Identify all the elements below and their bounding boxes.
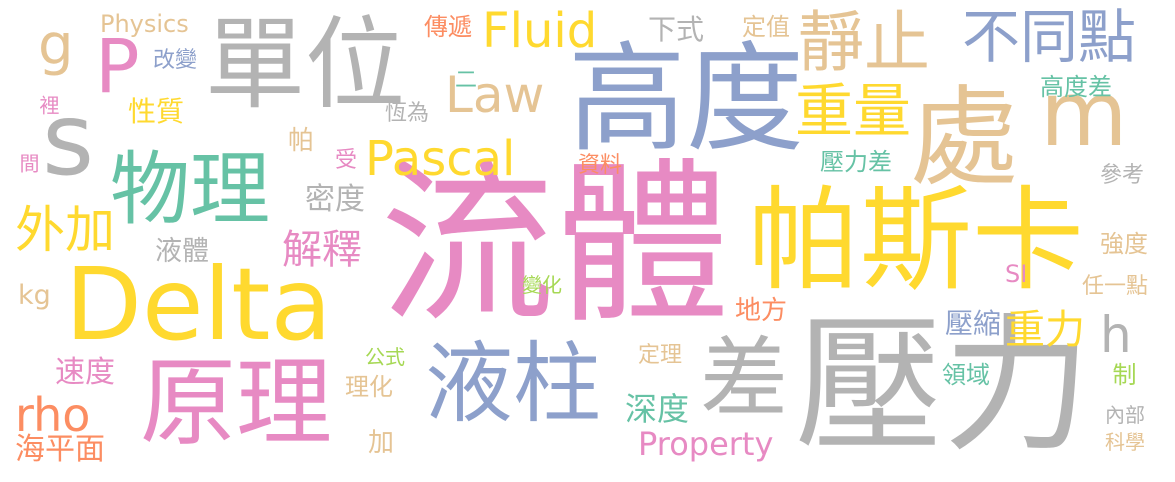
word-jieshi: 解釋 (282, 227, 362, 273)
word-xingzhi: 性質 (128, 95, 185, 128)
word-li: 裡 (36, 95, 60, 115)
word-jia: 加 (368, 428, 395, 458)
word-zhongliang: 重量 (795, 77, 912, 145)
word-gaoducha: 高度差 (1040, 73, 1112, 101)
word-chuandi: 傳遞 (424, 13, 472, 41)
word-bianhua: 變化 (522, 273, 562, 297)
word-lihua: 理化 (345, 373, 393, 401)
word-dingli: 定理 (638, 343, 683, 368)
word-SI: SI (1005, 260, 1028, 288)
word-h: h (1100, 306, 1132, 364)
word-qiangdu: 強度 (1100, 230, 1148, 258)
word-s: s (42, 81, 95, 198)
word-gaibian: 改變 (153, 48, 198, 73)
word-chu: 處 (910, 76, 1019, 201)
word-butongdian: 不同點 (962, 3, 1137, 71)
word-kexue: 科學 (1105, 430, 1145, 454)
word-xiashi: 下式 (648, 13, 705, 46)
word-liuti: 流體 (380, 144, 730, 347)
word-midu: 密度 (305, 182, 365, 217)
word-fluid: Fluid (482, 3, 598, 59)
word-lingyu: 領域 (942, 361, 990, 389)
word-jingzhi: 靜止 (798, 4, 930, 81)
word-shou: 受 (335, 148, 358, 173)
word-hengwei: 恆為 (385, 101, 430, 126)
word-yasuo: 壓縮 (945, 307, 1002, 340)
word-yuanli: 原理 (140, 347, 332, 459)
word-gongshi: 公式 (365, 345, 405, 369)
word-waijia: 外加 (15, 201, 115, 259)
word-P: P (95, 24, 140, 110)
word-ziliao: 資料 (578, 153, 623, 178)
word-danwei: 單位 (205, 6, 405, 123)
word-difang: 地方 (735, 296, 788, 326)
word-zhi: 制 (1108, 362, 1136, 386)
word-property: Property (638, 425, 774, 463)
word-kg: kg (18, 280, 51, 311)
word-er: 二 (455, 68, 478, 93)
word-neibu: 內部 (1105, 403, 1145, 427)
word-jian: 間 (16, 153, 40, 173)
word-renyidian: 任一點 (1082, 274, 1149, 299)
word-law: Law (445, 66, 545, 124)
word-rho: rho (15, 388, 91, 442)
word-dingzhi: 定值 (742, 13, 790, 41)
word-zhongli: 重力 (1005, 307, 1085, 353)
word-yalicha: 壓力差 (820, 148, 892, 176)
word-haipingmian: 海平面 (15, 432, 105, 467)
word-gaodu: 高度 (568, 30, 805, 168)
word-shendu: 深度 (625, 390, 690, 428)
word-g: g (38, 13, 74, 78)
word-pasika: 帕斯卡 (748, 176, 1084, 306)
word-yeti: 液體 (155, 236, 209, 267)
word-yezhu: 液柱 (425, 332, 602, 435)
word-physics: Physics (100, 10, 189, 38)
word-wuli: 物理 (110, 143, 270, 236)
word-sudu: 速度 (55, 355, 115, 390)
word-cha: 差 (700, 327, 789, 430)
word-delta: Delta (65, 246, 332, 363)
word-m: m (1040, 62, 1128, 167)
word-pa: 帕 (288, 126, 315, 156)
word-yali: 壓力 (795, 300, 1091, 472)
word-pascal: Pascal (365, 131, 516, 187)
word-cankao: 參考 (1100, 163, 1145, 188)
